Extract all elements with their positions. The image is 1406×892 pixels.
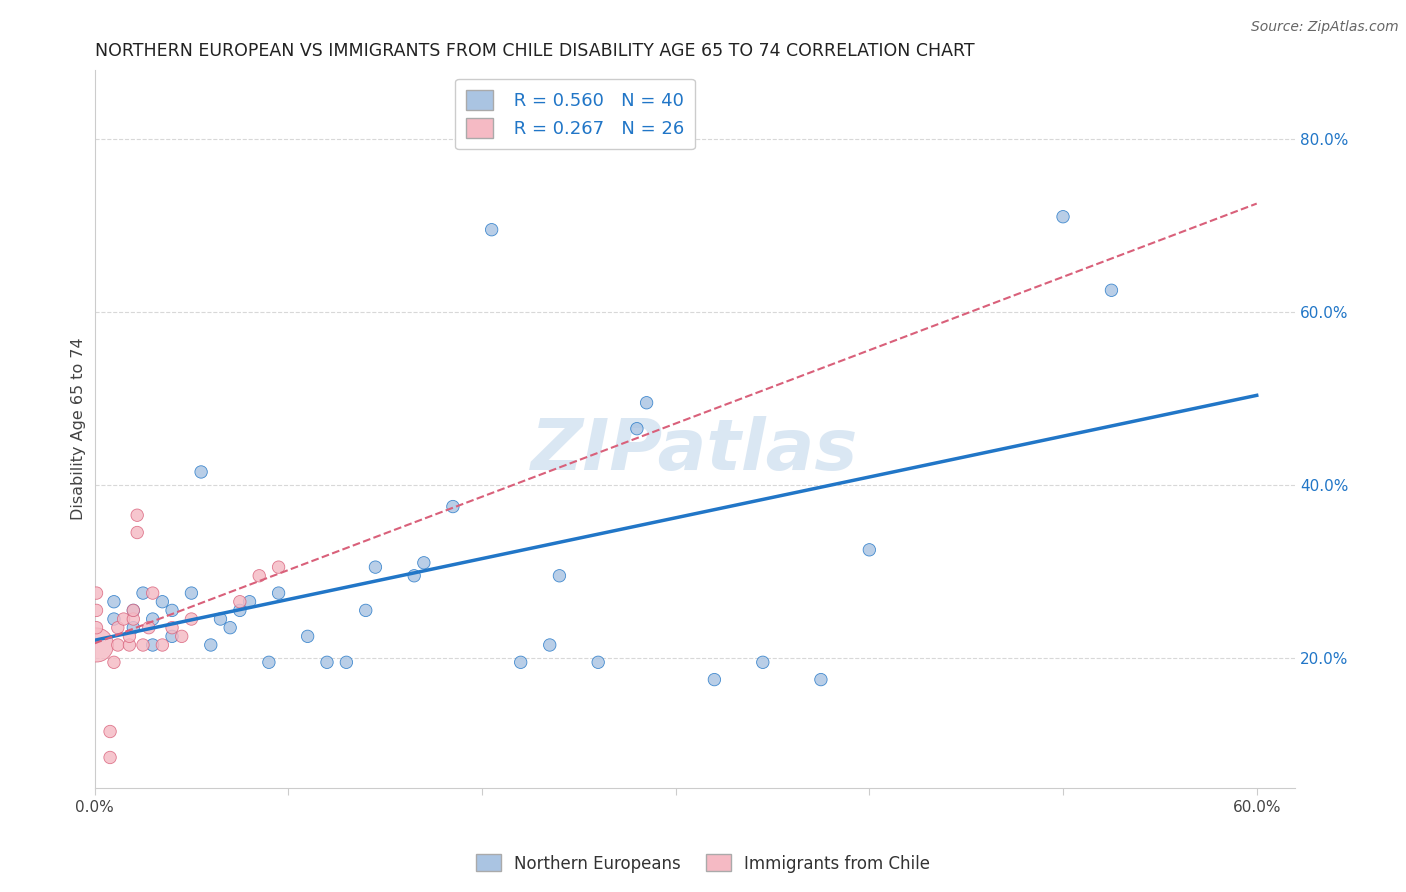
Point [103,655,125,669]
Point [354,603,377,617]
Y-axis label: Disability Age 65 to 74: Disability Age 65 to 74 [72,337,86,520]
Point [752,655,775,669]
Point [132,638,155,652]
Point [626,422,648,436]
Point [180,586,202,600]
Legend: Northern Europeans, Immigrants from Chile: Northern Europeans, Immigrants from Chil… [470,847,936,880]
Point [257,655,280,669]
Point [86,621,108,635]
Point [107,638,129,652]
Point [142,586,165,600]
Point [335,655,357,669]
Point [150,638,173,652]
Point [86,638,108,652]
Point [229,595,252,609]
Point [316,655,339,669]
Point [229,603,252,617]
Point [127,525,149,540]
Point [247,568,270,582]
Point [267,586,290,600]
Point [586,655,609,669]
Point [160,603,183,617]
Point [122,603,145,617]
Point [138,621,160,635]
Point [98,724,121,739]
Point [412,556,434,570]
Text: Source: ZipAtlas.com: Source: ZipAtlas.com [1251,20,1399,34]
Point [238,595,260,609]
Point [441,500,464,514]
Point [86,586,108,600]
Point [509,655,531,669]
Point [127,508,149,523]
Point [538,638,561,652]
Point [810,673,832,687]
Point [703,673,725,687]
Point [122,612,145,626]
Text: ZIPatlas: ZIPatlas [531,416,859,484]
Point [142,638,165,652]
Point [364,560,387,574]
Point [170,629,193,643]
Point [112,612,135,626]
Point [122,621,145,635]
Point [200,638,222,652]
Legend:  R = 0.560   N = 40,  R = 0.267   N = 26: R = 0.560 N = 40, R = 0.267 N = 26 [456,78,695,149]
Point [132,586,155,600]
Point [404,568,426,582]
Point [160,621,183,635]
Point [103,612,125,626]
Point [219,621,242,635]
Point [267,560,290,574]
Point [1101,283,1123,297]
Point [180,612,202,626]
Point [118,629,141,643]
Point [636,396,658,410]
Point [858,542,880,557]
Point [297,629,319,643]
Point [98,750,121,764]
Point [150,595,173,609]
Point [122,603,145,617]
Point [107,621,129,635]
Point [142,612,165,626]
Point [118,638,141,652]
Point [1052,210,1074,224]
Text: NORTHERN EUROPEAN VS IMMIGRANTS FROM CHILE DISABILITY AGE 65 TO 74 CORRELATION C: NORTHERN EUROPEAN VS IMMIGRANTS FROM CHI… [94,42,974,60]
Point [160,629,183,643]
Point [103,595,125,609]
Point [548,568,571,582]
Point [209,612,232,626]
Point [86,603,108,617]
Point [481,223,503,237]
Point [190,465,212,479]
